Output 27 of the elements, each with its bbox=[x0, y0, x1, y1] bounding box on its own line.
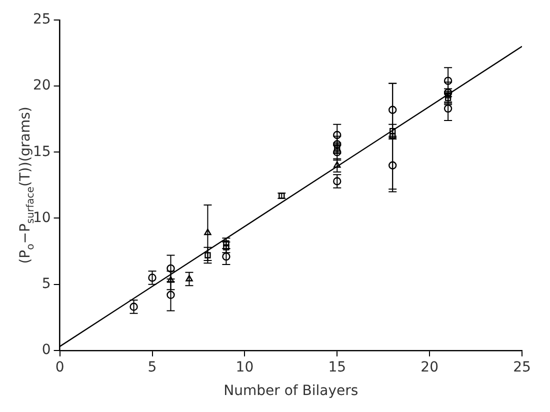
x-axis-title: Number of Bilayers bbox=[224, 383, 358, 400]
x-tick-label: 25 bbox=[513, 359, 531, 376]
x-tick-label: 5 bbox=[148, 359, 157, 376]
point bbox=[388, 106, 397, 114]
point bbox=[333, 148, 342, 156]
y-tick-label: 25 bbox=[32, 12, 51, 28]
y-tick-label: 5 bbox=[42, 276, 51, 292]
y-tick-label: 20 bbox=[32, 78, 51, 94]
point bbox=[166, 290, 175, 299]
x-tick-label: 15 bbox=[328, 359, 346, 376]
y-tick-label: 15 bbox=[32, 144, 51, 160]
x-tick-label: 0 bbox=[55, 359, 64, 376]
y-tick-label: 10 bbox=[32, 210, 51, 226]
point bbox=[166, 264, 175, 273]
x-tick-label: 20 bbox=[420, 359, 438, 376]
point bbox=[204, 228, 212, 236]
point bbox=[444, 76, 452, 85]
y-tick-label: 0 bbox=[42, 342, 51, 358]
point bbox=[388, 161, 397, 170]
point bbox=[186, 274, 193, 282]
point bbox=[167, 276, 174, 283]
point bbox=[333, 161, 341, 168]
point bbox=[222, 252, 230, 261]
x-tick-label: 10 bbox=[236, 359, 254, 376]
point bbox=[444, 104, 452, 113]
point bbox=[333, 140, 342, 148]
point bbox=[333, 130, 342, 140]
